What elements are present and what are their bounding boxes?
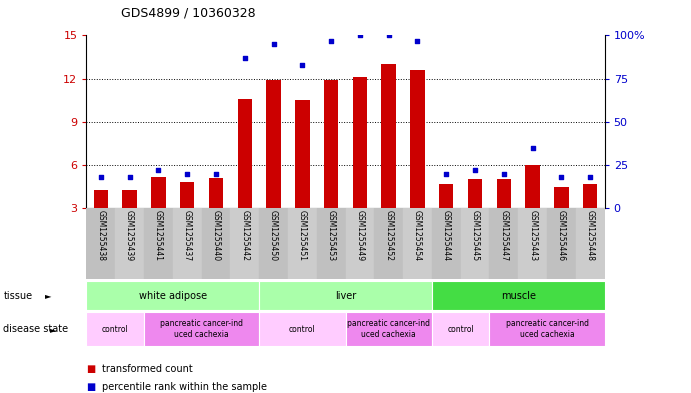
Text: GSM1255441: GSM1255441: [154, 210, 163, 261]
Bar: [432, 208, 461, 279]
Point: [182, 171, 193, 177]
Bar: [316, 208, 346, 279]
Point: [239, 55, 250, 61]
Text: GSM1255445: GSM1255445: [471, 210, 480, 261]
Bar: [547, 208, 576, 279]
Text: white adipose: white adipose: [139, 291, 207, 301]
Bar: [381, 64, 396, 208]
Bar: [432, 281, 605, 310]
Bar: [259, 281, 432, 310]
Bar: [144, 208, 173, 279]
Text: GSM1255437: GSM1255437: [182, 210, 191, 261]
Text: control: control: [102, 325, 129, 334]
Point: [585, 174, 596, 180]
Text: GSM1255438: GSM1255438: [96, 210, 105, 261]
Text: liver: liver: [335, 291, 356, 301]
Text: GSM1255439: GSM1255439: [125, 210, 134, 261]
Point: [441, 171, 452, 177]
Text: GSM1255453: GSM1255453: [327, 210, 336, 261]
Bar: [86, 312, 144, 346]
Bar: [403, 208, 432, 279]
Text: GSM1255451: GSM1255451: [298, 210, 307, 261]
Text: GSM1255449: GSM1255449: [355, 210, 364, 261]
Bar: [144, 312, 259, 346]
Text: GSM1255443: GSM1255443: [528, 210, 537, 261]
Bar: [266, 80, 281, 208]
Bar: [497, 180, 511, 208]
Bar: [209, 178, 223, 208]
Bar: [173, 208, 202, 279]
Bar: [86, 281, 259, 310]
Bar: [238, 99, 252, 208]
Point: [124, 174, 135, 180]
Bar: [468, 180, 482, 208]
Bar: [489, 312, 605, 346]
Text: ►: ►: [50, 325, 56, 334]
Bar: [295, 100, 310, 208]
Bar: [518, 208, 547, 279]
Bar: [352, 77, 367, 208]
Point: [383, 32, 394, 39]
Text: transformed count: transformed count: [102, 364, 192, 375]
Text: pancreatic cancer-ind
uced cachexia: pancreatic cancer-ind uced cachexia: [160, 320, 243, 339]
Bar: [375, 208, 403, 279]
Point: [268, 41, 279, 47]
Bar: [259, 312, 346, 346]
Point: [296, 62, 307, 68]
Bar: [432, 312, 489, 346]
Point: [354, 32, 366, 39]
Bar: [151, 176, 166, 208]
Bar: [554, 187, 569, 208]
Point: [412, 37, 423, 44]
Text: muscle: muscle: [501, 291, 536, 301]
Text: GSM1255452: GSM1255452: [384, 210, 393, 261]
Text: control: control: [289, 325, 316, 334]
Text: percentile rank within the sample: percentile rank within the sample: [102, 382, 267, 392]
Text: disease state: disease state: [3, 324, 68, 334]
Bar: [461, 208, 489, 279]
Text: GSM1255442: GSM1255442: [240, 210, 249, 261]
Point: [556, 174, 567, 180]
Bar: [489, 208, 518, 279]
Bar: [583, 184, 598, 208]
Text: GSM1255446: GSM1255446: [557, 210, 566, 261]
Point: [469, 167, 480, 173]
Text: ►: ►: [45, 291, 51, 300]
Bar: [180, 182, 194, 208]
Bar: [410, 70, 425, 208]
Text: control: control: [447, 325, 474, 334]
Bar: [346, 208, 375, 279]
Text: ■: ■: [86, 382, 95, 392]
Text: pancreatic cancer-ind
uced cachexia: pancreatic cancer-ind uced cachexia: [347, 320, 430, 339]
Bar: [525, 165, 540, 208]
Text: pancreatic cancer-ind
uced cachexia: pancreatic cancer-ind uced cachexia: [506, 320, 589, 339]
Bar: [259, 208, 288, 279]
Bar: [288, 208, 316, 279]
Point: [210, 171, 221, 177]
Text: GSM1255454: GSM1255454: [413, 210, 422, 261]
Text: ■: ■: [86, 364, 95, 375]
Point: [95, 174, 106, 180]
Text: tissue: tissue: [3, 291, 32, 301]
Text: GSM1255440: GSM1255440: [211, 210, 220, 261]
Bar: [122, 189, 137, 208]
Bar: [230, 208, 259, 279]
Bar: [86, 208, 115, 279]
Bar: [576, 208, 605, 279]
Bar: [202, 208, 230, 279]
Point: [153, 167, 164, 173]
Bar: [324, 80, 339, 208]
Bar: [346, 312, 432, 346]
Bar: [439, 184, 453, 208]
Text: GSM1255448: GSM1255448: [586, 210, 595, 261]
Bar: [115, 208, 144, 279]
Text: GSM1255447: GSM1255447: [500, 210, 509, 261]
Text: GSM1255450: GSM1255450: [269, 210, 278, 261]
Text: GDS4899 / 10360328: GDS4899 / 10360328: [121, 7, 256, 20]
Bar: [93, 189, 108, 208]
Point: [498, 171, 509, 177]
Point: [325, 37, 337, 44]
Point: [527, 145, 538, 151]
Text: GSM1255444: GSM1255444: [442, 210, 451, 261]
